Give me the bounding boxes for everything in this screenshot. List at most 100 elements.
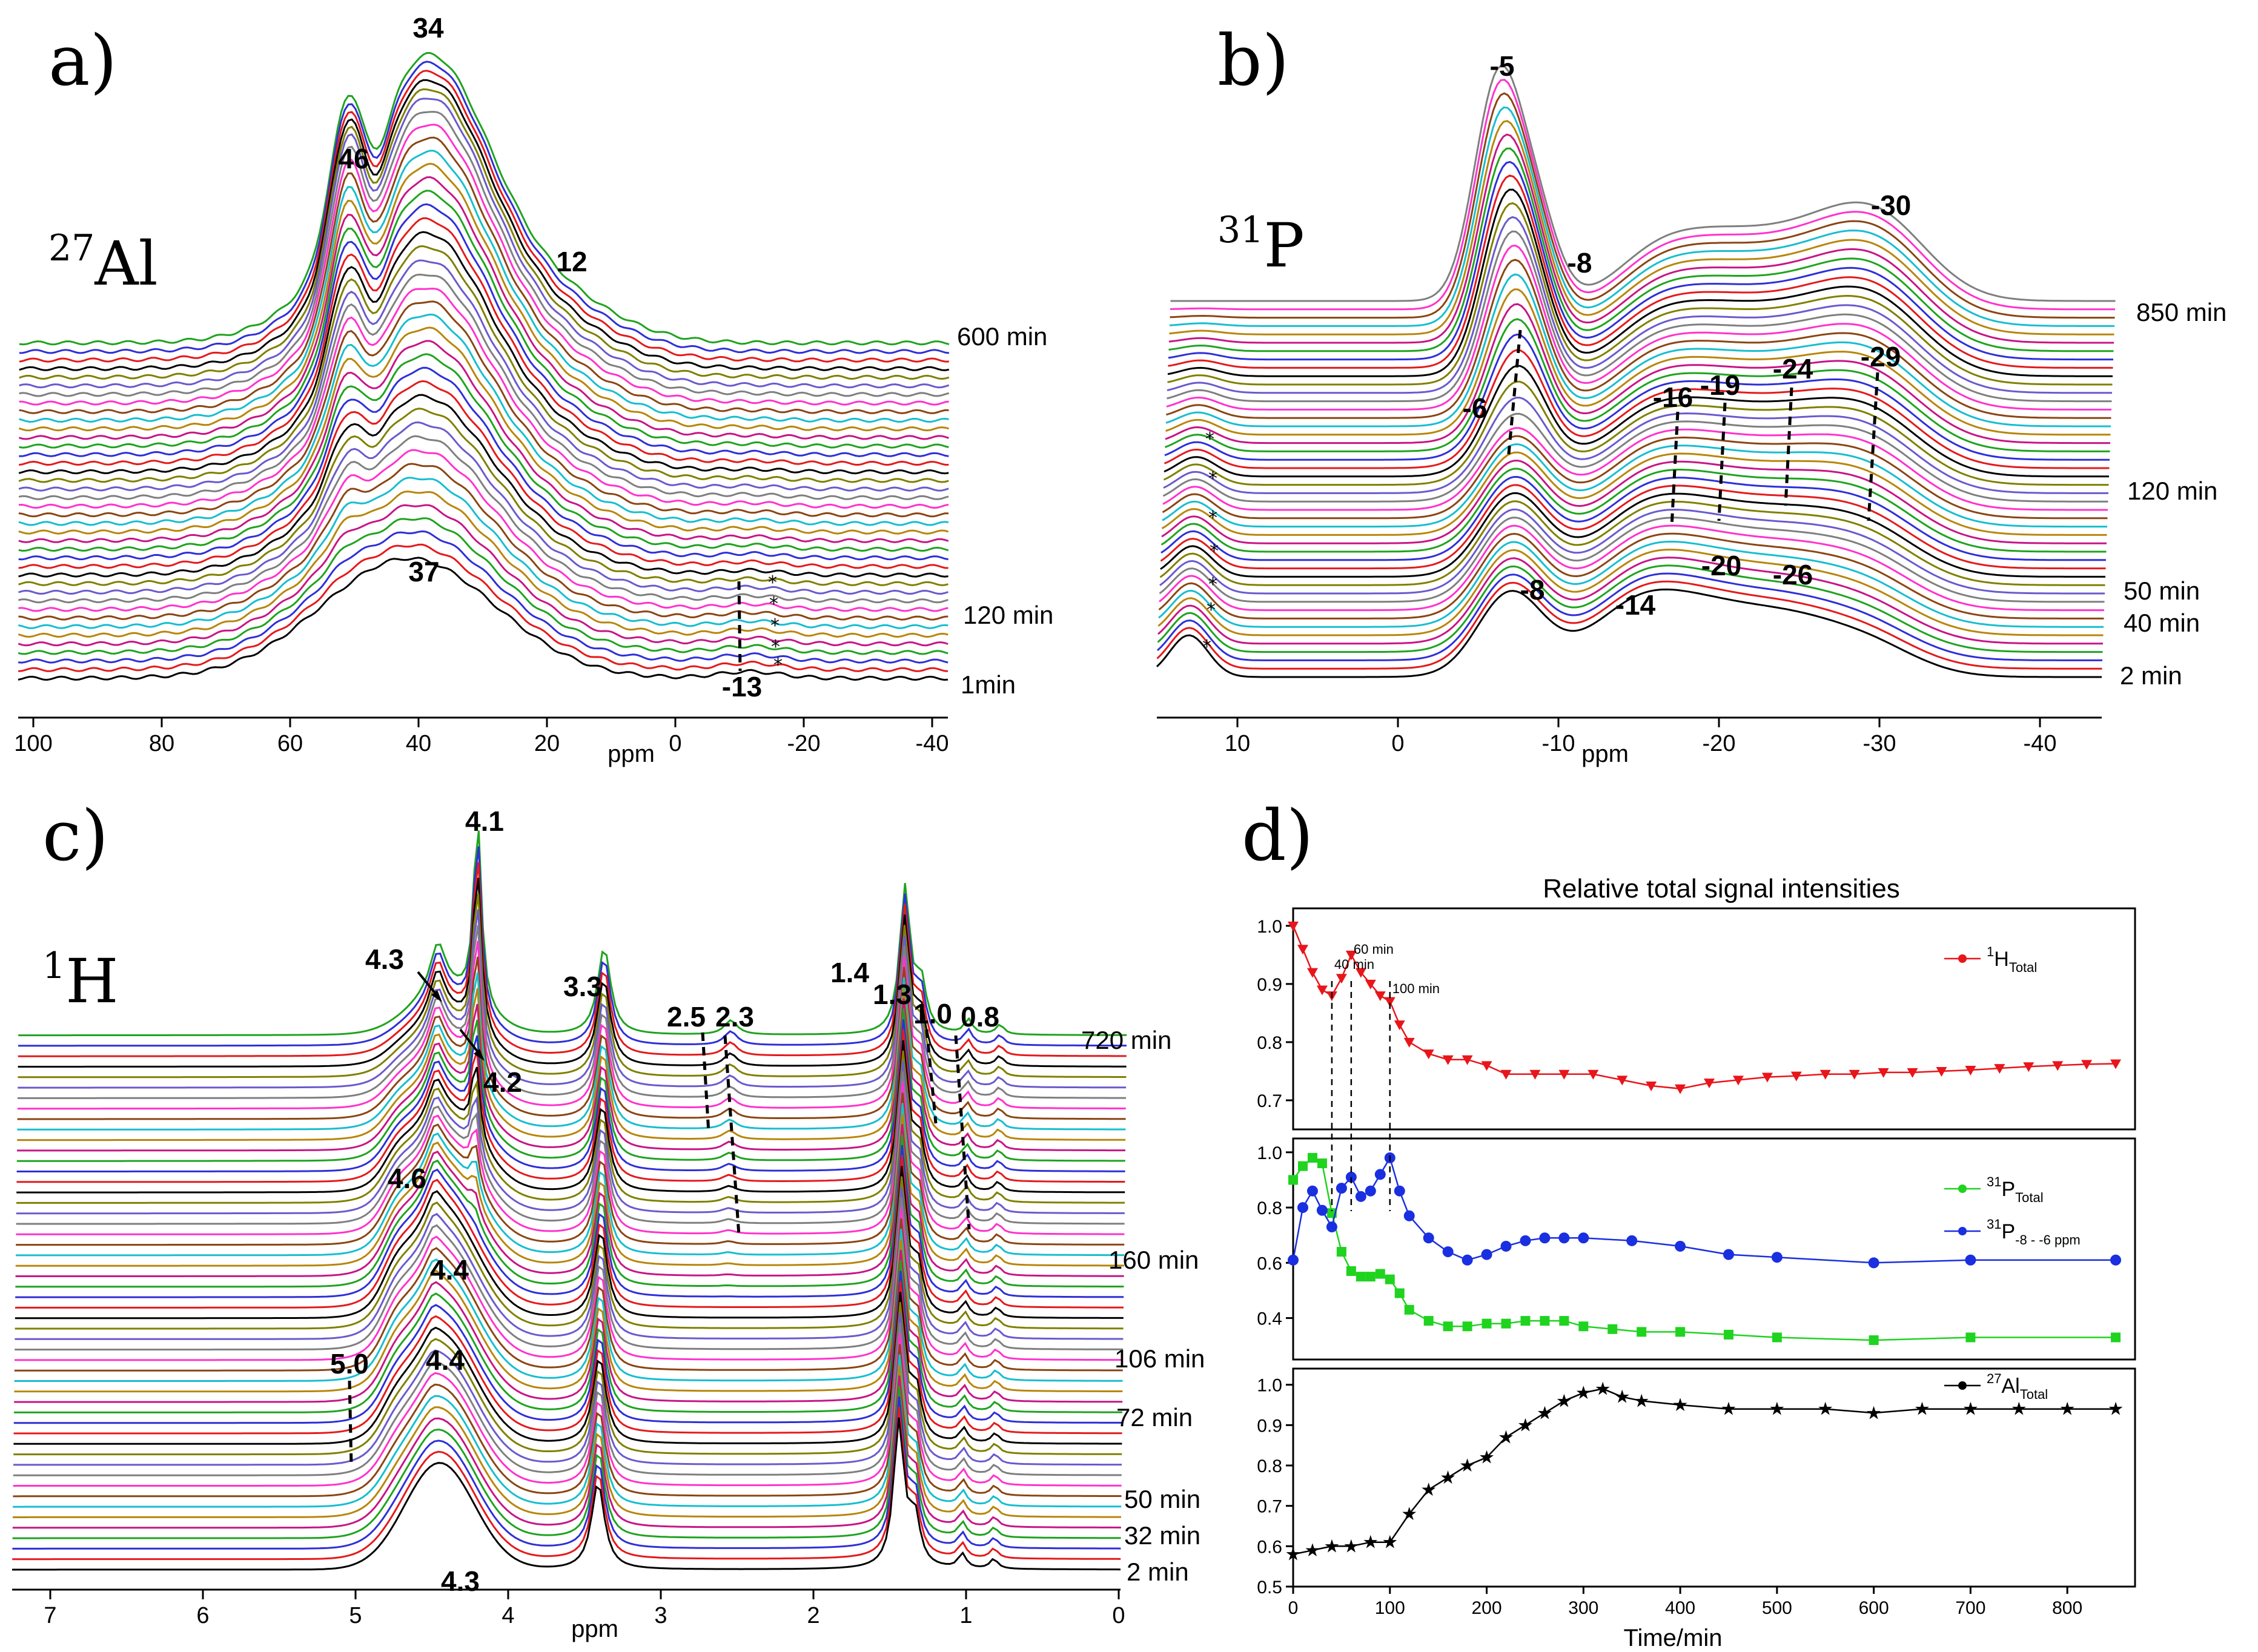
subplot-frame bbox=[1292, 1367, 2136, 1588]
spectrum-line bbox=[1157, 564, 2103, 653]
time-label-2b: 2 min bbox=[2120, 661, 2182, 690]
data-point bbox=[1345, 950, 1357, 960]
tick-label: 2 bbox=[807, 1603, 819, 1628]
y-tick-label: 0.5 bbox=[1257, 1578, 1282, 1597]
spectrum-line bbox=[18, 477, 949, 629]
panel-a-nucleus: 27Al bbox=[48, 227, 158, 299]
spectrum-line bbox=[15, 1186, 1124, 1340]
x-tick-label: 100 bbox=[1375, 1598, 1405, 1618]
y-tick-label: 1.0 bbox=[1257, 1143, 1282, 1163]
panel-b-letter: b) bbox=[1217, 21, 1289, 102]
spectrum-line bbox=[1168, 160, 2113, 361]
data-point bbox=[1501, 1318, 1511, 1329]
asterisk-marker: * bbox=[770, 615, 780, 636]
peak-label-minus14: -14 bbox=[1615, 589, 1656, 621]
data-point bbox=[1355, 1191, 1366, 1202]
spectrum-line bbox=[18, 326, 949, 535]
spectrum-line bbox=[1166, 259, 2111, 419]
spectrum-line bbox=[12, 1417, 1121, 1571]
spectrum-line bbox=[13, 1302, 1122, 1456]
spectrum-line bbox=[17, 998, 1125, 1152]
spectrum-line bbox=[15, 1113, 1124, 1267]
spectrum-line bbox=[18, 491, 949, 638]
tick-label: -40 bbox=[916, 731, 949, 756]
data-point bbox=[1394, 1288, 1405, 1298]
spectrum-line bbox=[19, 190, 949, 449]
data-point bbox=[1384, 997, 1396, 1007]
x-tick-label: 400 bbox=[1665, 1598, 1695, 1618]
spectrum-line bbox=[1167, 216, 2112, 394]
spectrum-line bbox=[18, 925, 1126, 1099]
panel-b-x-axis: 10 0 -10 -20 -30 -40 bbox=[1157, 716, 2102, 756]
data-point bbox=[1336, 1247, 1346, 1257]
panel-a-xlabel: ppm bbox=[608, 741, 655, 767]
data-point bbox=[1394, 1185, 1405, 1197]
data-point bbox=[1365, 979, 1376, 990]
data-point: ★ bbox=[1401, 1504, 1417, 1525]
time-label-40b: 40 min bbox=[2124, 609, 2200, 637]
data-point bbox=[1646, 1081, 1657, 1091]
data-point bbox=[1732, 1075, 1744, 1086]
peak-label-minus20: -20 bbox=[1701, 550, 1741, 581]
y-tick-label: 1.0 bbox=[1257, 917, 1282, 937]
data-point: ★ bbox=[1866, 1403, 1882, 1424]
legend-label: 31PTotal bbox=[1987, 1174, 2044, 1205]
data-point bbox=[2081, 1060, 2093, 1070]
tick-label: 20 bbox=[534, 731, 560, 756]
peak-label-minus16: -16 bbox=[1653, 382, 1693, 413]
spectrum-line bbox=[1159, 500, 2105, 586]
peak-label-46: 46 bbox=[338, 143, 369, 174]
tick-label: -20 bbox=[1703, 731, 1736, 756]
panel-b-spectra bbox=[1156, 64, 2116, 678]
time-label-32c: 32 min bbox=[1124, 1521, 1200, 1550]
spectrum-line bbox=[18, 862, 1127, 1057]
data-point: ★ bbox=[1914, 1399, 1930, 1420]
tick-label: 7 bbox=[44, 1603, 56, 1628]
asterisk-marker: * bbox=[1205, 429, 1214, 450]
data-point bbox=[1520, 1316, 1531, 1326]
data-point bbox=[1317, 1158, 1327, 1169]
spectrum-line bbox=[1159, 508, 2105, 595]
peak-label-minus29: -29 bbox=[1861, 341, 1901, 372]
data-point: ★ bbox=[2108, 1399, 2124, 1420]
spectrum-line bbox=[1157, 557, 2103, 645]
peak-label-0.8: 0.8 bbox=[961, 1001, 999, 1032]
spectrum-line bbox=[1156, 580, 2102, 670]
spectrum-line bbox=[18, 530, 949, 664]
spectrum-line bbox=[1161, 451, 2107, 536]
data-point bbox=[1723, 1329, 1733, 1340]
data-point bbox=[1423, 1049, 1434, 1060]
legend-marker bbox=[1958, 954, 1967, 963]
tick-label: 100 bbox=[14, 731, 52, 756]
spectrum-line bbox=[13, 1354, 1122, 1508]
data-point bbox=[1761, 1072, 1773, 1083]
spectrum-line bbox=[13, 1365, 1121, 1518]
time-label-120: 120 min bbox=[963, 601, 1053, 629]
data-point: ★ bbox=[1575, 1383, 1592, 1404]
data-point: ★ bbox=[1498, 1427, 1514, 1448]
spectrum-line bbox=[1169, 106, 2114, 327]
data-point bbox=[1306, 968, 1318, 978]
spectrum-line bbox=[13, 1344, 1122, 1498]
peak-label-minus13: -13 bbox=[722, 671, 762, 702]
data-point: ★ bbox=[1362, 1532, 1379, 1553]
spectrum-line bbox=[18, 288, 949, 509]
tick-label: 0 bbox=[1112, 1603, 1125, 1628]
spectrum-line bbox=[18, 176, 949, 440]
spectrum-line bbox=[1160, 468, 2107, 553]
x-tick-label: 700 bbox=[1955, 1598, 1985, 1618]
data-point bbox=[1423, 1316, 1434, 1326]
data-point bbox=[1307, 1152, 1317, 1163]
data-point bbox=[1849, 1069, 1860, 1080]
spectrum-line bbox=[17, 972, 1126, 1131]
spectrum-line bbox=[1167, 230, 2112, 403]
spectrum-line bbox=[19, 150, 949, 423]
spectrum-line bbox=[1165, 273, 2111, 428]
data-point bbox=[1442, 1246, 1454, 1258]
spectrum-line bbox=[1165, 288, 2111, 436]
data-point bbox=[1994, 1064, 2005, 1074]
spectrum-line bbox=[1158, 532, 2104, 620]
data-point bbox=[1965, 1254, 1976, 1266]
tick-label: 6 bbox=[196, 1603, 209, 1628]
